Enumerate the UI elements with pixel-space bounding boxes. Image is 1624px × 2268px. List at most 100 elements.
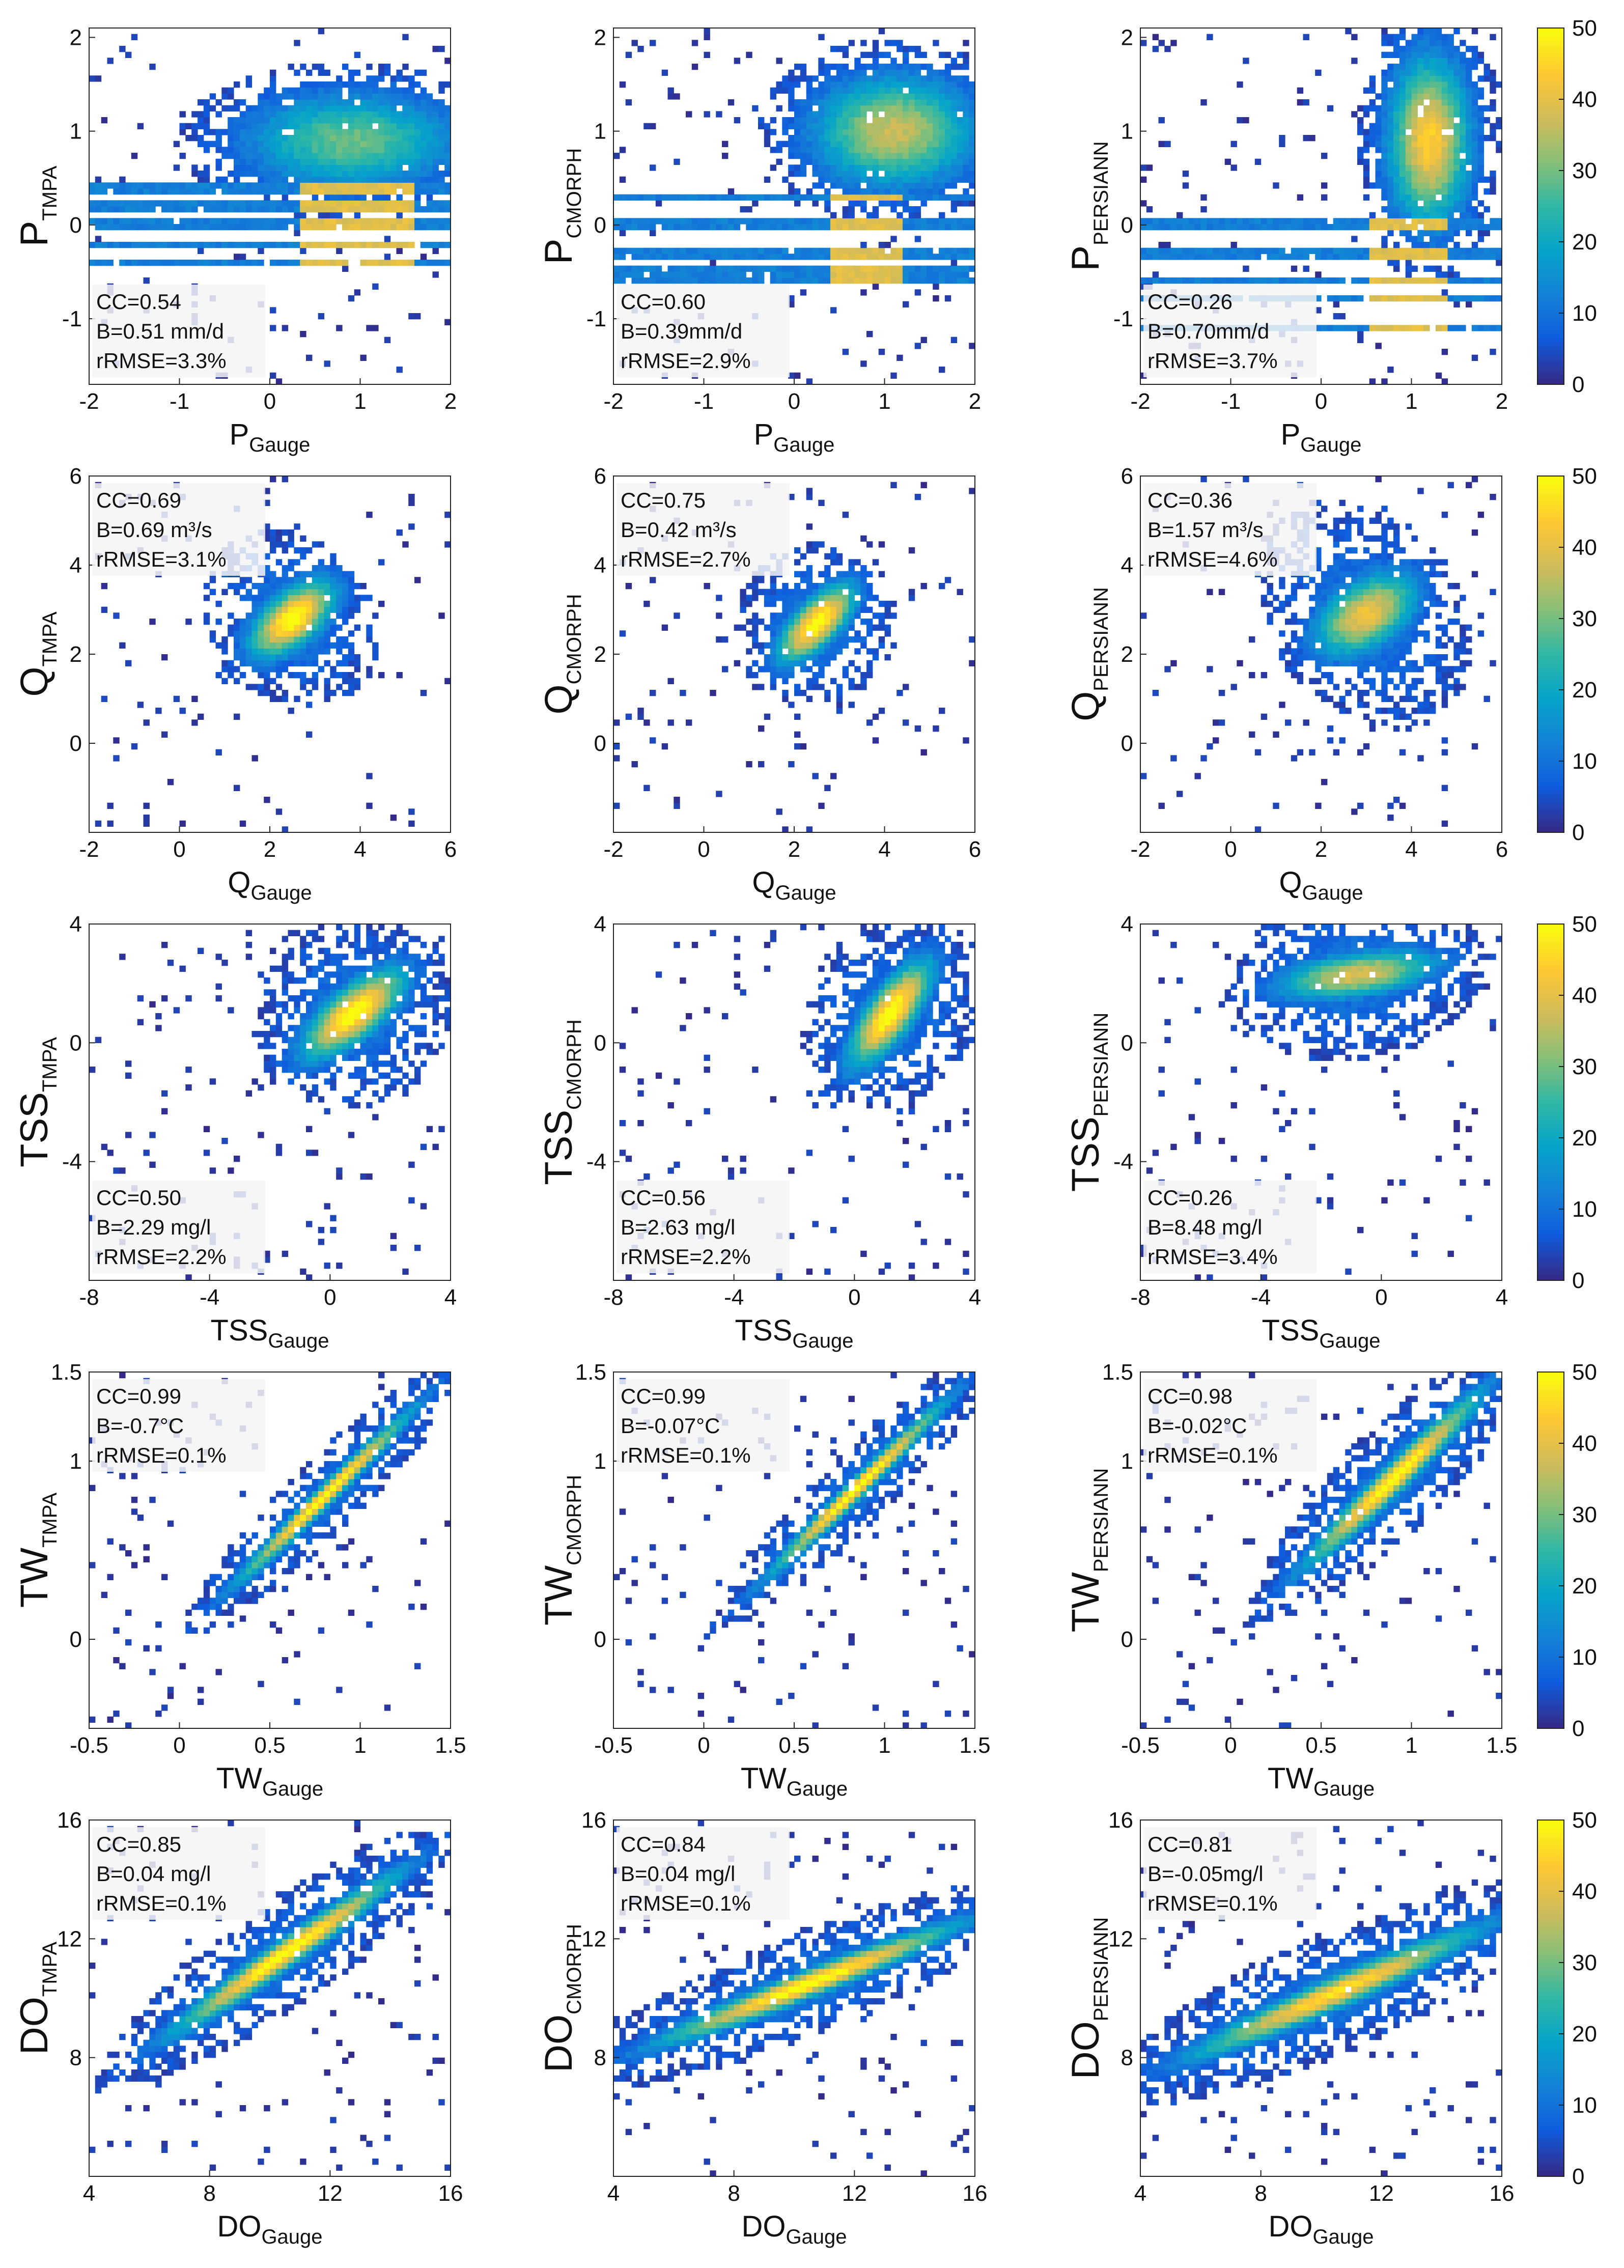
density-cell	[245, 164, 253, 171]
density-cell	[842, 64, 849, 70]
density-cell	[251, 188, 258, 195]
density-cell	[782, 619, 789, 625]
density-cell	[830, 81, 837, 88]
density-cell	[251, 123, 258, 129]
density-cell	[1447, 224, 1454, 231]
density-cell	[842, 349, 849, 355]
density-cell	[806, 153, 813, 159]
density-cell	[836, 64, 843, 70]
density-cell	[245, 648, 253, 655]
density-cell	[1177, 224, 1183, 231]
density-cell	[842, 176, 849, 183]
density-cell	[710, 194, 716, 201]
density-cell	[426, 194, 433, 201]
x-axis-label-sub: Gauge	[1300, 434, 1361, 456]
density-cell	[1339, 695, 1346, 702]
density-cell	[324, 630, 330, 637]
density-cell	[101, 188, 108, 195]
density-cell	[920, 117, 927, 124]
density-cell	[1158, 247, 1165, 254]
density-cell	[1387, 75, 1394, 82]
density-cell	[812, 265, 819, 272]
density-cell	[258, 619, 264, 625]
density-cell	[444, 158, 451, 165]
density-cell	[770, 589, 777, 595]
density-cell	[1327, 630, 1334, 637]
density-cell	[884, 254, 891, 260]
density-cell	[306, 619, 313, 625]
density-cell	[294, 672, 300, 679]
density-cell	[818, 58, 825, 64]
density-cell	[1435, 129, 1442, 135]
density-cell	[270, 153, 276, 159]
density-cell	[746, 619, 752, 625]
density-cell	[788, 660, 795, 666]
density-cell	[1447, 58, 1454, 64]
density-cell	[342, 672, 349, 679]
density-cell	[788, 105, 795, 111]
density-cell	[1471, 135, 1478, 142]
density-cell	[336, 260, 343, 266]
density-cell	[939, 69, 945, 76]
density-cell	[842, 123, 849, 129]
density-cell	[131, 188, 138, 195]
density-cell	[914, 494, 921, 500]
density-cell	[963, 737, 969, 744]
density-cell	[354, 684, 361, 690]
density-cell	[800, 158, 807, 165]
density-cell	[890, 372, 897, 379]
density-cell	[155, 242, 162, 248]
density-cell	[234, 713, 240, 720]
density-cell	[1327, 224, 1334, 231]
density-cell	[1441, 69, 1448, 76]
density-cell	[258, 224, 264, 231]
density-cell	[764, 624, 771, 631]
density-cell	[1375, 182, 1382, 189]
density-cell	[1339, 708, 1346, 714]
density-cell	[890, 111, 897, 118]
density-cell	[890, 182, 897, 189]
density-cell	[348, 164, 355, 171]
density-cell	[1447, 158, 1454, 165]
density-cell	[1357, 153, 1364, 159]
density-cell	[354, 666, 361, 673]
density-cell	[836, 648, 843, 655]
density-cell	[1393, 260, 1400, 266]
density-cell	[173, 182, 180, 189]
density-cell	[1243, 254, 1249, 260]
density-cell	[264, 99, 270, 106]
density-cell	[897, 277, 903, 284]
density-cell	[848, 265, 855, 272]
y-axis-label: QTMPA	[13, 611, 61, 697]
density-cell	[1321, 630, 1328, 637]
density-cell	[1405, 277, 1412, 284]
density-cell	[306, 141, 313, 147]
density-cell	[752, 660, 759, 666]
density-cell	[1435, 176, 1442, 183]
density-cell	[1417, 34, 1424, 40]
density-cell	[800, 123, 807, 129]
density-cell	[1315, 254, 1322, 260]
density-cell	[360, 224, 367, 231]
density-cell	[939, 123, 945, 129]
density-cell	[897, 265, 903, 272]
density-cell	[1417, 99, 1424, 106]
density-cell	[1146, 254, 1153, 260]
density-cell	[782, 141, 789, 147]
density-cell	[1399, 93, 1406, 100]
density-cell	[1387, 171, 1394, 177]
density-cell	[848, 123, 855, 129]
y-tick-label: -1	[1113, 306, 1133, 331]
density-cell	[794, 648, 801, 655]
density-cell	[1405, 200, 1412, 207]
density-cell	[270, 171, 276, 177]
density-cell	[282, 224, 289, 231]
density-cell	[1435, 265, 1442, 272]
density-cell	[1387, 117, 1394, 124]
density-cell	[1363, 254, 1370, 260]
density-cell	[360, 153, 367, 159]
density-cell	[637, 271, 644, 278]
density-cell	[788, 194, 795, 201]
density-cell	[1460, 188, 1466, 195]
density-cell	[288, 577, 294, 583]
